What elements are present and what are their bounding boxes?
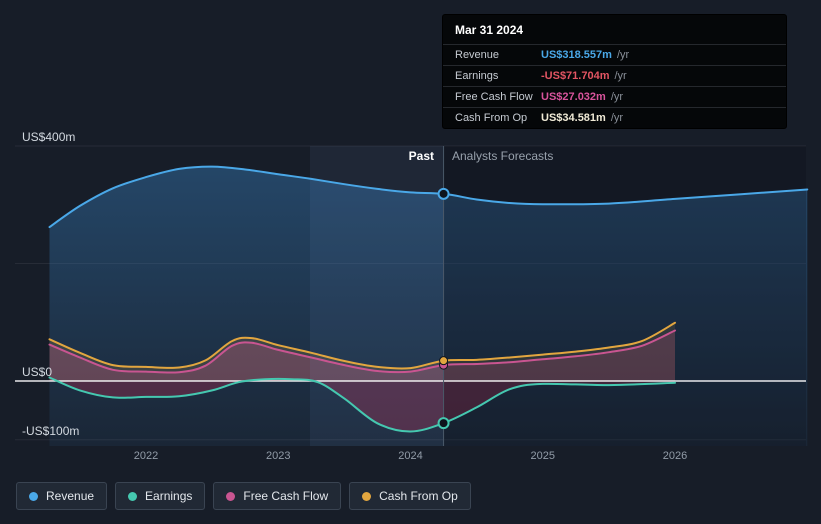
legend-item-label: Free Cash Flow (243, 489, 329, 503)
revenue-legend-dot-icon (29, 491, 38, 501)
legend-item-label: Earnings (145, 489, 193, 503)
tooltip-row-value: -US$71.704m (541, 70, 610, 82)
line-earnings (48, 376, 676, 433)
tooltip-row-suffix: /yr (610, 91, 624, 103)
past-year-band (310, 146, 444, 446)
tooltip: Mar 31 2024 Revenue US$318.557m/yr Earning… (443, 15, 786, 128)
earnings-legend-dot-icon (128, 491, 138, 501)
tooltip-row-value: US$27.032m (541, 91, 606, 103)
tooltip-row-label: Earnings (455, 70, 499, 82)
tooltip-row-label: Cash From Op (455, 112, 528, 124)
line-cash-from-op (48, 321, 676, 370)
marker-cash-from-op (439, 356, 449, 366)
tooltip-row-suffix: /yr (616, 49, 630, 61)
tooltip-row-label: Revenue (455, 49, 500, 61)
legend-item-cash-from-op[interactable]: Cash From Op (349, 482, 471, 510)
tooltip-row-revenue: Revenue US$318.557m/yr (443, 44, 786, 65)
marker-revenue (437, 187, 450, 200)
area-revenue (49, 166, 808, 446)
legend-item-free-cash-flow[interactable]: Free Cash Flow (213, 482, 342, 510)
legend: Revenue Earnings Free Cash Flow Cash From O… (16, 482, 471, 510)
tooltip-row-earnings: Earnings -US$71.704m/yr (443, 65, 786, 86)
tooltip-row-suffix: /yr (614, 70, 627, 82)
legend-item-revenue[interactable]: Revenue (16, 482, 108, 510)
legend-item-label: Revenue (46, 489, 95, 503)
tooltip-row-value: US$34.581m (541, 112, 606, 124)
tooltip-rows: Revenue US$318.557m/yr Earnings -US$71.704m… (443, 44, 786, 128)
tooltip-row-free-cash-flow: Free Cash Flow US$27.032m/yr (443, 86, 786, 107)
line-revenue (48, 165, 809, 229)
line-free-cash-flow (48, 329, 676, 374)
forecast-region-shade (443, 146, 806, 446)
tooltip-row-label: Free Cash Flow (455, 91, 533, 103)
marker-earnings (437, 417, 450, 430)
legend-item-label: Cash From Op (379, 489, 458, 503)
tooltip-row-cash-from-op: Cash From Op US$34.581m/yr (443, 107, 786, 128)
legend-item-earnings[interactable]: Earnings (115, 482, 206, 510)
forecast-label: Analysts Forecasts (452, 149, 554, 163)
area-free-cash-flow (49, 330, 675, 381)
cash-from-op-legend-dot-icon (362, 491, 372, 501)
tooltip-row-suffix: /yr (610, 112, 624, 124)
free-cash-flow-legend-dot-icon (226, 491, 236, 501)
tooltip-date: Mar 31 2024 (455, 23, 524, 37)
tooltip-row-value: US$318.557m (541, 49, 612, 61)
past-label: Past (408, 149, 434, 163)
